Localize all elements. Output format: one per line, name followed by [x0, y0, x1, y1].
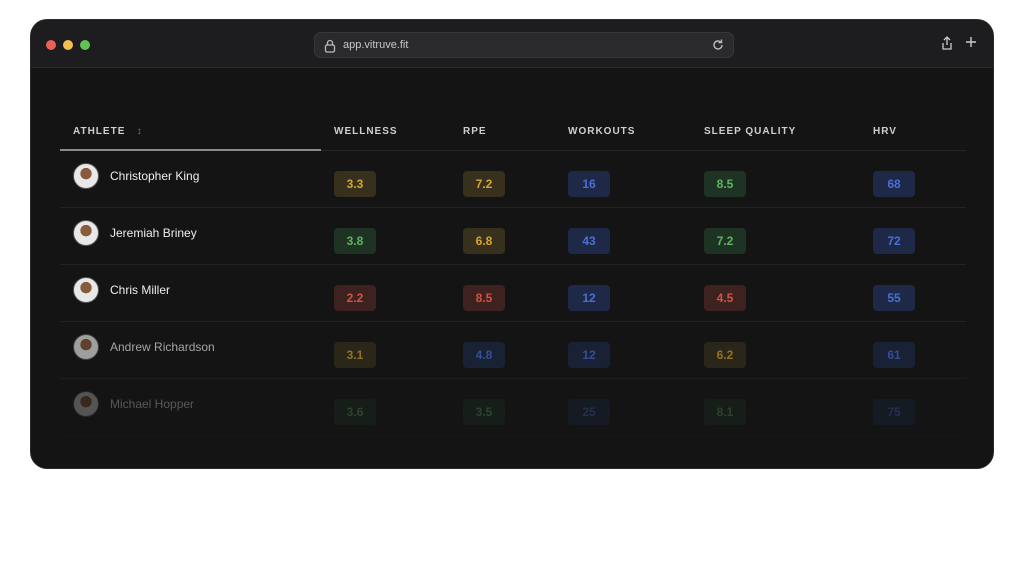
share-icon[interactable] — [941, 36, 953, 50]
column-header-wellness[interactable]: WELLNESS — [334, 126, 398, 137]
athlete-name[interactable]: Christopher King — [110, 169, 200, 183]
table-header: ATHLETE ↕ WELLNESS RPE WORKOUTS SLEEP QU… — [60, 110, 966, 151]
athlete-name[interactable]: Chris Miller — [110, 283, 170, 297]
wellness-badge: 2.2 — [334, 285, 376, 311]
url-text: app.vitruve.fit — [343, 39, 409, 51]
table-row[interactable]: Jeremiah Briney 3.8 6.8 43 7.2 72 — [60, 208, 966, 265]
rpe-badge: 7.2 — [463, 171, 505, 197]
reload-icon[interactable] — [711, 38, 725, 52]
athlete-name[interactable]: Andrew Richardson — [110, 340, 215, 354]
maximize-button[interactable] — [80, 40, 90, 50]
hrv-badge: 61 — [873, 342, 915, 368]
workouts-badge: 43 — [568, 228, 610, 254]
sleep-quality-badge: 8.5 — [704, 171, 746, 197]
rpe-badge: 6.8 — [463, 228, 505, 254]
column-header-sleep-quality[interactable]: SLEEP QUALITY — [704, 126, 797, 137]
sleep-quality-badge: 4.5 — [704, 285, 746, 311]
avatar — [73, 220, 99, 246]
avatar — [73, 334, 99, 360]
hrv-badge: 75 — [873, 399, 915, 425]
rpe-badge: 8.5 — [463, 285, 505, 311]
column-header-athlete[interactable]: ATHLETE ↕ — [73, 126, 143, 137]
rpe-badge: 4.8 — [463, 342, 505, 368]
workouts-badge: 16 — [568, 171, 610, 197]
sleep-quality-badge: 8.1 — [704, 399, 746, 425]
title-bar: app.vitruve.fit — [31, 20, 993, 68]
wellness-badge: 3.8 — [334, 228, 376, 254]
workouts-badge: 12 — [568, 285, 610, 311]
hrv-badge: 68 — [873, 171, 915, 197]
new-tab-icon[interactable] — [965, 36, 977, 48]
avatar — [73, 391, 99, 417]
table-row[interactable]: Andrew Richardson 3.1 4.8 12 6.2 61 — [60, 322, 966, 379]
avatar — [73, 277, 99, 303]
table-row[interactable]: Michael Hopper 3.6 3.5 25 8.1 75 — [60, 379, 966, 436]
avatar — [73, 163, 99, 189]
sleep-quality-badge: 7.2 — [704, 228, 746, 254]
column-header-hrv[interactable]: HRV — [873, 126, 897, 137]
athlete-name[interactable]: Jeremiah Briney — [110, 226, 197, 240]
address-bar[interactable]: app.vitruve.fit — [314, 32, 734, 58]
rpe-badge: 3.5 — [463, 399, 505, 425]
wellness-badge: 3.1 — [334, 342, 376, 368]
athletes-table: ATHLETE ↕ WELLNESS RPE WORKOUTS SLEEP QU… — [60, 110, 966, 436]
athlete-name[interactable]: Michael Hopper — [110, 397, 195, 411]
wellness-badge: 3.6 — [334, 399, 376, 425]
table-row[interactable]: Christopher King 3.3 7.2 16 8.5 68 — [60, 151, 966, 208]
sort-icon[interactable]: ↕ — [136, 126, 143, 137]
hrv-badge: 55 — [873, 285, 915, 311]
lock-icon — [324, 39, 336, 53]
wellness-badge: 3.3 — [334, 171, 376, 197]
workouts-badge: 25 — [568, 399, 610, 425]
minimize-button[interactable] — [63, 40, 73, 50]
column-header-workouts[interactable]: WORKOUTS — [568, 126, 636, 137]
table-row[interactable]: Chris Miller 2.2 8.5 12 4.5 55 — [60, 265, 966, 322]
close-button[interactable] — [46, 40, 56, 50]
active-column-indicator — [60, 149, 321, 151]
hrv-badge: 72 — [873, 228, 915, 254]
browser-window: app.vitruve.fit ATHLETE ↕ WELLNESS RPE W… — [31, 20, 993, 468]
sleep-quality-badge: 6.2 — [704, 342, 746, 368]
column-header-rpe[interactable]: RPE — [463, 126, 487, 137]
workouts-badge: 12 — [568, 342, 610, 368]
